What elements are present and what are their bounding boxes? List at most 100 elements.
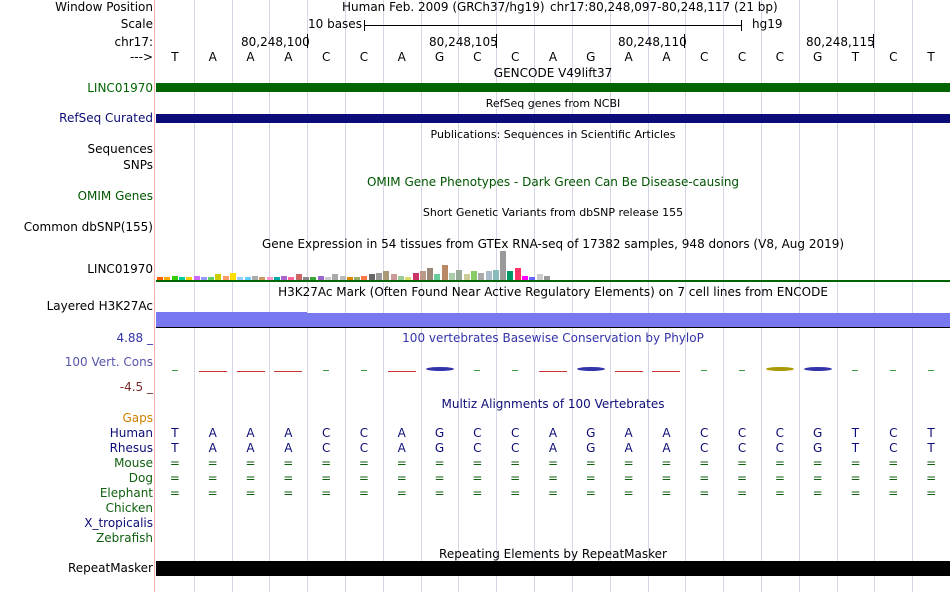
species-base: = (774, 456, 785, 470)
gtex-tissue-bar[interactable] (478, 273, 485, 280)
species-base: A (246, 441, 255, 455)
gtex-tissue-bar[interactable] (390, 274, 397, 280)
gtex-tissue-bar[interactable] (507, 271, 514, 280)
gtex-tissue-bar[interactable] (266, 277, 273, 280)
dbsnp-track-title[interactable]: Short Genetic Variants from dbSNP releas… (422, 206, 684, 219)
h3k27ac-label[interactable]: Layered H3K27Ac (46, 299, 153, 313)
dbsnp-label[interactable]: Common dbSNP(155) (23, 220, 153, 234)
repeatmasker-element-bar[interactable] (156, 561, 950, 576)
publications-label[interactable]: Sequences (87, 142, 153, 156)
gtex-tissue-bar[interactable] (529, 277, 536, 280)
gtex-tissue-bar[interactable] (383, 271, 390, 280)
scale-bar-right-tick (741, 20, 742, 31)
gtex-tissue-bar[interactable] (186, 277, 193, 280)
gtex-tissue-bar[interactable] (470, 271, 477, 280)
gtex-tissue-bar[interactable] (178, 277, 185, 280)
gtex-tissue-bar[interactable] (251, 276, 258, 280)
gtex-tissue-bar[interactable] (332, 274, 339, 280)
gtex-tissue-bar[interactable] (463, 274, 470, 280)
phylop-base-mark (739, 370, 746, 371)
gencode-gene-bar[interactable] (156, 83, 950, 92)
gtex-tissue-bar[interactable] (434, 274, 441, 280)
gtex-tissue-bar[interactable] (500, 251, 507, 280)
species-label[interactable]: Elephant (99, 486, 153, 500)
reference-base: C (775, 50, 785, 64)
refseq-track-title[interactable]: RefSeq genes from NCBI (485, 97, 621, 110)
gtex-tissue-bar[interactable] (543, 276, 550, 280)
repeatmasker-track-title[interactable]: Repeating Elements by RepeatMasker (439, 547, 667, 561)
gtex-tissue-bar[interactable] (427, 268, 434, 280)
gtex-tissue-bar[interactable] (405, 277, 412, 280)
gtex-tissue-bar[interactable] (522, 276, 528, 280)
snps-label[interactable]: SNPs (123, 158, 153, 172)
gtex-tissue-bar[interactable] (244, 277, 251, 280)
gtex-track-title[interactable]: Gene Expression in 54 tissues from GTEx … (261, 237, 845, 251)
gtex-tissue-bar[interactable] (288, 277, 295, 280)
gtex-tissue-bar[interactable] (222, 276, 229, 280)
strand-label[interactable]: ---> (129, 50, 153, 64)
species-label[interactable]: Mouse (114, 456, 153, 470)
gaps-label[interactable]: Gaps (122, 411, 153, 425)
gtex-tissue-bar[interactable] (171, 276, 178, 280)
species-label[interactable]: Rhesus (109, 441, 153, 455)
refseq-label[interactable]: RefSeq Curated (59, 111, 153, 125)
gtex-tissue-bar[interactable] (281, 276, 288, 280)
gtex-tissue-bar[interactable] (514, 268, 521, 280)
h3k27ac-signal[interactable] (156, 313, 950, 327)
h3k27ac-track-title[interactable]: H3K27Ac Mark (Often Found Near Active Re… (278, 285, 828, 299)
species-label[interactable]: Human (109, 426, 153, 440)
gtex-tissue-bar[interactable] (164, 277, 171, 280)
gtex-tissue-bar[interactable] (456, 270, 463, 280)
gtex-tissue-bar[interactable] (376, 273, 382, 280)
gtex-tissue-bar[interactable] (412, 273, 419, 280)
phylop-track-title[interactable]: 100 vertebrates Basewise Conservation by… (402, 331, 704, 345)
gtex-tissue-bar[interactable] (208, 277, 215, 280)
gtex-tissue-bar[interactable] (193, 276, 200, 280)
species-base: = (850, 471, 861, 485)
gtex-tissue-bar[interactable] (485, 271, 492, 280)
multiz-track-title[interactable]: Multiz Alignments of 100 Vertebrates (441, 397, 665, 411)
gtex-tissue-bar[interactable] (317, 276, 324, 280)
gtex-tissue-bar[interactable] (157, 277, 163, 280)
gtex-tissue-bar[interactable] (397, 276, 404, 280)
gtex-gene-label[interactable]: LINC01970 (87, 262, 153, 276)
gtex-tissue-bar[interactable] (237, 277, 244, 280)
gtex-expression-bars[interactable] (156, 250, 596, 280)
species-label[interactable]: Chicken (105, 501, 153, 515)
reference-base: C (737, 50, 747, 64)
gtex-tissue-bar[interactable] (441, 265, 448, 280)
species-base: A (662, 441, 671, 455)
gtex-tissue-bar[interactable] (230, 273, 236, 280)
gtex-tissue-bar[interactable] (346, 277, 353, 280)
omim-track-title[interactable]: OMIM Gene Phenotypes - Dark Green Can Be… (366, 175, 740, 189)
publications-track-title[interactable]: Publications: Sequences in Scientific Ar… (430, 128, 676, 141)
refseq-gene-bar[interactable] (156, 114, 950, 123)
reference-base: A (548, 50, 558, 64)
omim-label[interactable]: OMIM Genes (77, 189, 153, 203)
gencode-gene-label[interactable]: LINC01970 (87, 81, 153, 95)
gtex-tissue-bar[interactable] (273, 277, 280, 280)
gtex-tissue-bar[interactable] (259, 277, 266, 280)
gtex-tissue-bar[interactable] (310, 277, 317, 280)
gtex-tissue-bar[interactable] (324, 277, 331, 280)
gtex-tissue-bar[interactable] (361, 276, 368, 280)
gtex-tissue-bar[interactable] (419, 271, 426, 280)
gtex-tissue-bar[interactable] (200, 277, 207, 280)
gtex-tissue-bar[interactable] (303, 277, 309, 280)
gtex-tissue-bar[interactable] (354, 277, 361, 280)
gtex-tissue-bar[interactable] (492, 270, 499, 280)
gtex-tissue-bar[interactable] (295, 274, 302, 280)
species-label[interactable]: Zebrafish (96, 531, 153, 545)
gtex-tissue-bar[interactable] (339, 276, 346, 280)
species-base: = (926, 471, 937, 485)
gtex-tissue-bar[interactable] (536, 274, 543, 280)
repeatmasker-label[interactable]: RepeatMasker (67, 561, 153, 575)
phylop-label[interactable]: 100 Vert. Cons (64, 355, 153, 369)
gtex-tissue-bar[interactable] (449, 273, 455, 280)
reference-base: C (321, 50, 331, 64)
gtex-tissue-bar[interactable] (215, 274, 222, 280)
gencode-track-title[interactable]: GENCODE V49lift37 (493, 66, 613, 80)
species-label[interactable]: Dog (128, 471, 153, 485)
gtex-tissue-bar[interactable] (368, 274, 375, 280)
species-label[interactable]: X_tropicalis (84, 516, 153, 530)
